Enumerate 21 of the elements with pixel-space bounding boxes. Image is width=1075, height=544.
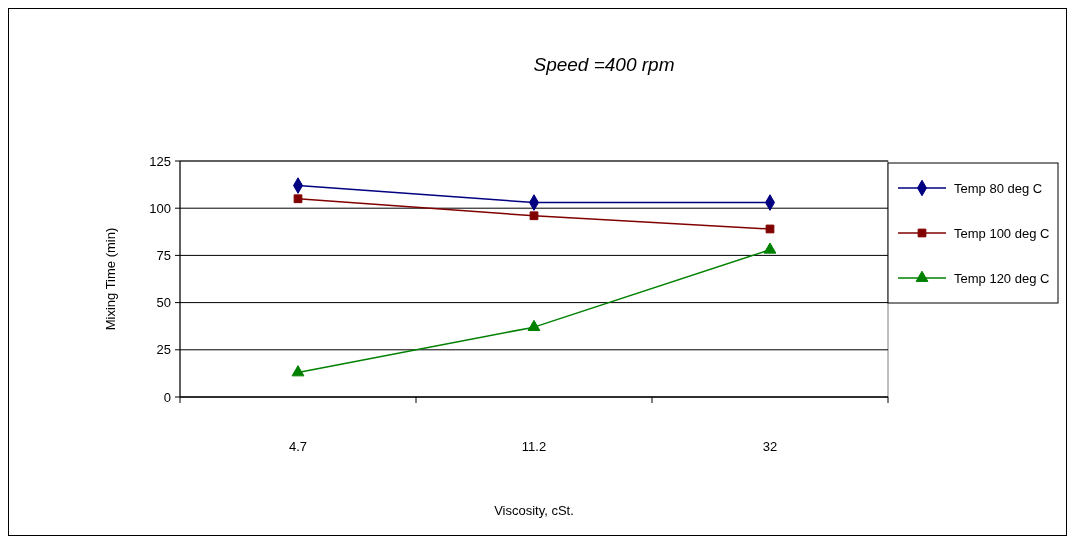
x-tick-label: 11.2 (521, 439, 547, 454)
point (529, 211, 539, 221)
legend-label: Temp 80 deg C (954, 180, 1043, 196)
y-tick-label: 125 (149, 153, 171, 169)
point (527, 319, 541, 332)
point (765, 224, 775, 234)
y-tick-label: 50 (156, 295, 171, 311)
point (293, 194, 303, 204)
point (291, 365, 305, 377)
chart-title: Speed =400 rpm (533, 54, 675, 75)
x-axis-title: Viscosity, cSt. (494, 503, 574, 518)
x-tick-label: 32 (762, 439, 778, 454)
y-tick-label: 25 (156, 342, 171, 358)
point (763, 242, 777, 254)
x-tick-label: 4.7 (288, 439, 308, 454)
y-axis-title: Mixing Time (min) (103, 227, 118, 331)
y-tick-label: 100 (149, 200, 171, 216)
legend-label: Temp 120 deg C (954, 270, 1050, 286)
y-tick-label: 0 (163, 389, 171, 405)
legend-label: Temp 100 deg C (954, 225, 1050, 241)
y-tick-label: 75 (156, 247, 171, 263)
